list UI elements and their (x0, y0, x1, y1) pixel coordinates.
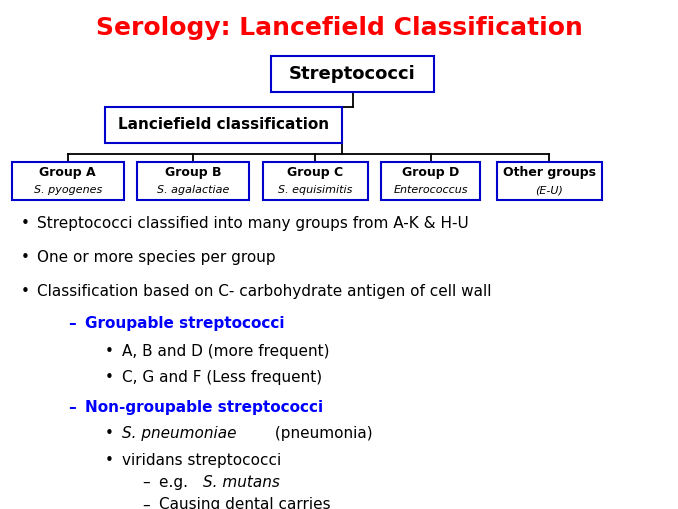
Text: S. agalactiae: S. agalactiae (157, 185, 229, 195)
FancyBboxPatch shape (271, 56, 434, 92)
Text: –: – (142, 497, 150, 509)
Text: One or more species per group: One or more species per group (37, 250, 276, 265)
FancyBboxPatch shape (105, 107, 342, 143)
Text: S. pneumoniae: S. pneumoniae (122, 426, 237, 441)
Text: •: • (105, 370, 114, 385)
FancyBboxPatch shape (381, 162, 480, 200)
Text: Streptococci classified into many groups from A-K & H-U: Streptococci classified into many groups… (37, 216, 469, 232)
FancyBboxPatch shape (12, 162, 123, 200)
FancyBboxPatch shape (137, 162, 249, 200)
Text: Streptococci: Streptococci (290, 65, 416, 83)
Text: S. equisimitis: S. equisimitis (278, 185, 353, 195)
Text: e.g.: e.g. (159, 475, 193, 490)
Text: C, G and F (Less frequent): C, G and F (Less frequent) (122, 370, 322, 385)
Text: A, B and D (more frequent): A, B and D (more frequent) (122, 344, 330, 359)
Text: •: • (105, 344, 114, 359)
Text: (E-U): (E-U) (535, 185, 563, 195)
Text: •: • (105, 453, 114, 468)
Text: •: • (20, 216, 29, 232)
Text: S. mutans: S. mutans (203, 475, 280, 490)
Text: Causing dental carries: Causing dental carries (159, 497, 331, 509)
Text: –: – (68, 400, 75, 415)
Text: viridans streptococci: viridans streptococci (122, 453, 281, 468)
FancyBboxPatch shape (496, 162, 602, 200)
Text: Enterococcus: Enterococcus (393, 185, 468, 195)
Text: Group D: Group D (402, 166, 459, 179)
Text: S. pyogenes: S. pyogenes (34, 185, 102, 195)
Text: Group C: Group C (287, 166, 343, 179)
Text: Group A: Group A (39, 166, 96, 179)
Text: (pneumonia): (pneumonia) (270, 426, 372, 441)
Text: Non-groupable streptococci: Non-groupable streptococci (85, 400, 323, 415)
Text: Serology: Lancefield Classification: Serology: Lancefield Classification (96, 16, 582, 40)
Text: •: • (20, 284, 29, 299)
Text: Groupable streptococci: Groupable streptococci (85, 316, 284, 331)
FancyBboxPatch shape (263, 162, 367, 200)
Text: •: • (105, 426, 114, 441)
Text: Other groups: Other groups (502, 166, 596, 179)
Text: Classification based on C- carbohydrate antigen of cell wall: Classification based on C- carbohydrate … (37, 284, 492, 299)
Text: Group B: Group B (165, 166, 222, 179)
Text: Lanciefield classification: Lanciefield classification (118, 117, 330, 132)
Text: •: • (20, 250, 29, 265)
Text: –: – (142, 475, 150, 490)
Text: –: – (68, 316, 75, 331)
